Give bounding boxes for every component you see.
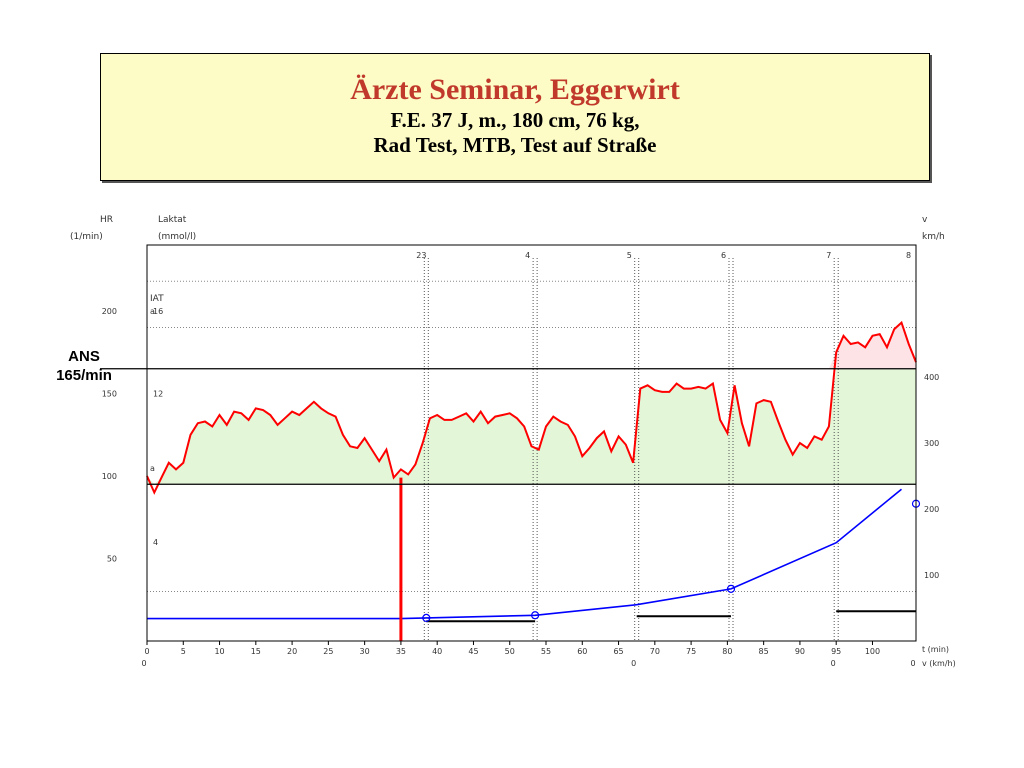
hr-axis-title: HR xyxy=(100,215,113,225)
x-tick-label: 100 xyxy=(865,647,880,656)
speed-line xyxy=(147,488,903,620)
x-tick-label: 85 xyxy=(759,647,769,656)
test-description: Rad Test, MTB, Test auf Straße xyxy=(373,133,657,157)
x-tick-label: 95 xyxy=(831,647,841,656)
speed-axis-title: v xyxy=(922,215,928,225)
hr-tick-label: 50 xyxy=(107,555,117,564)
x-tick-label: 35 xyxy=(396,647,406,656)
title-box: Ärzte Seminar, Eggerwirt F.E. 37 J, m., … xyxy=(100,53,930,181)
lactate-tick-label: 4 xyxy=(153,538,158,547)
stage-label: 4 xyxy=(525,251,530,260)
x-tick-label: 70 xyxy=(650,647,660,656)
hr-axis-unit: (1/min) xyxy=(70,232,103,242)
stage-layer: 23 4 5 6 7 8 xyxy=(416,251,916,641)
x-tick-label: 30 xyxy=(360,647,370,656)
x-tick-label: 55 xyxy=(541,647,551,656)
hr-tick-label: 200 xyxy=(102,307,117,316)
athlete-info: F.E. 37 J, m., 180 cm, 76 kg, xyxy=(390,108,640,132)
hr-above-threshold-fill xyxy=(147,322,916,369)
iat-label: IAT xyxy=(150,294,164,304)
x-tick-label: 75 xyxy=(686,647,696,656)
speed-tick-label: 300 xyxy=(924,439,939,448)
ans-value: 165/min xyxy=(56,367,112,384)
speed-tick-label: 400 xyxy=(924,373,939,382)
stage-label: 8 xyxy=(906,251,911,260)
lactate-axis-unit: (mmol/l) xyxy=(158,232,196,242)
x-tick-label: 90 xyxy=(795,647,805,656)
speed-marker xyxy=(531,611,540,620)
speed-x-tick-label: 0 xyxy=(831,659,836,668)
x-tick-label: 50 xyxy=(505,647,515,656)
speed-x-tick-label: 0 xyxy=(910,659,915,668)
x-tick-label: 80 xyxy=(722,647,732,656)
series-layer xyxy=(146,320,921,641)
stage-label: 5 xyxy=(627,251,632,260)
heart-rate-line xyxy=(146,320,917,495)
lactate-axis-title: Laktat xyxy=(158,215,187,225)
x-tick-label: 40 xyxy=(432,647,442,656)
speed-marker xyxy=(422,613,431,623)
stage-label: 23 xyxy=(416,251,426,260)
axis-title-layer: HR (1/min) Laktat (mmol/l) v km/h t (min… xyxy=(70,215,956,668)
x-tick-label: 65 xyxy=(613,647,623,656)
tick-layer: 0 5 10 15 20 25 30 35 40 45 50 55 60 65 70 75 80 85 90 95 10… xyxy=(102,307,940,668)
hr-tick-label: 100 xyxy=(102,472,117,481)
stage-label: 6 xyxy=(721,251,726,260)
x-tick-label: 10 xyxy=(214,647,224,656)
grid-layer xyxy=(147,280,916,592)
speed-x-tick-label: 0 xyxy=(141,659,146,668)
speed-x-tick-label: 0 xyxy=(631,659,636,668)
frame-layer xyxy=(100,244,917,642)
ans-annotation: ANS 165/min xyxy=(44,347,124,385)
x-tick-label: 25 xyxy=(323,647,333,656)
iat-value: a xyxy=(150,464,155,473)
x-tick-label: 45 xyxy=(468,647,478,656)
x-tick-label: 5 xyxy=(181,647,186,656)
speed-tick-label: 200 xyxy=(924,505,939,514)
chart-title: Ärzte Seminar, Eggerwirt xyxy=(350,73,680,106)
hr-area-fill xyxy=(147,368,916,485)
speed-axis-unit: km/h xyxy=(922,232,945,242)
speed-x-axis-title: v (km/h) xyxy=(922,659,956,668)
x-tick-label: 60 xyxy=(577,647,587,656)
iat-value: a xyxy=(150,307,155,316)
hr-tick-label: 150 xyxy=(102,390,117,399)
speed-tick-label: 100 xyxy=(924,571,939,580)
lactate-tick-label: 16 xyxy=(153,307,163,316)
x-tick-label: 0 xyxy=(144,647,149,656)
lactate-tick-label: 12 xyxy=(153,390,163,399)
speed-marker xyxy=(726,584,736,593)
time-axis-title: t (min) xyxy=(922,645,949,654)
stage-label: 7 xyxy=(826,251,831,260)
x-tick-label: 15 xyxy=(251,647,261,656)
fill-layer xyxy=(147,322,916,485)
plot-frame xyxy=(146,244,917,642)
x-tick-label: 20 xyxy=(287,647,297,656)
ans-label: ANS xyxy=(68,348,100,365)
